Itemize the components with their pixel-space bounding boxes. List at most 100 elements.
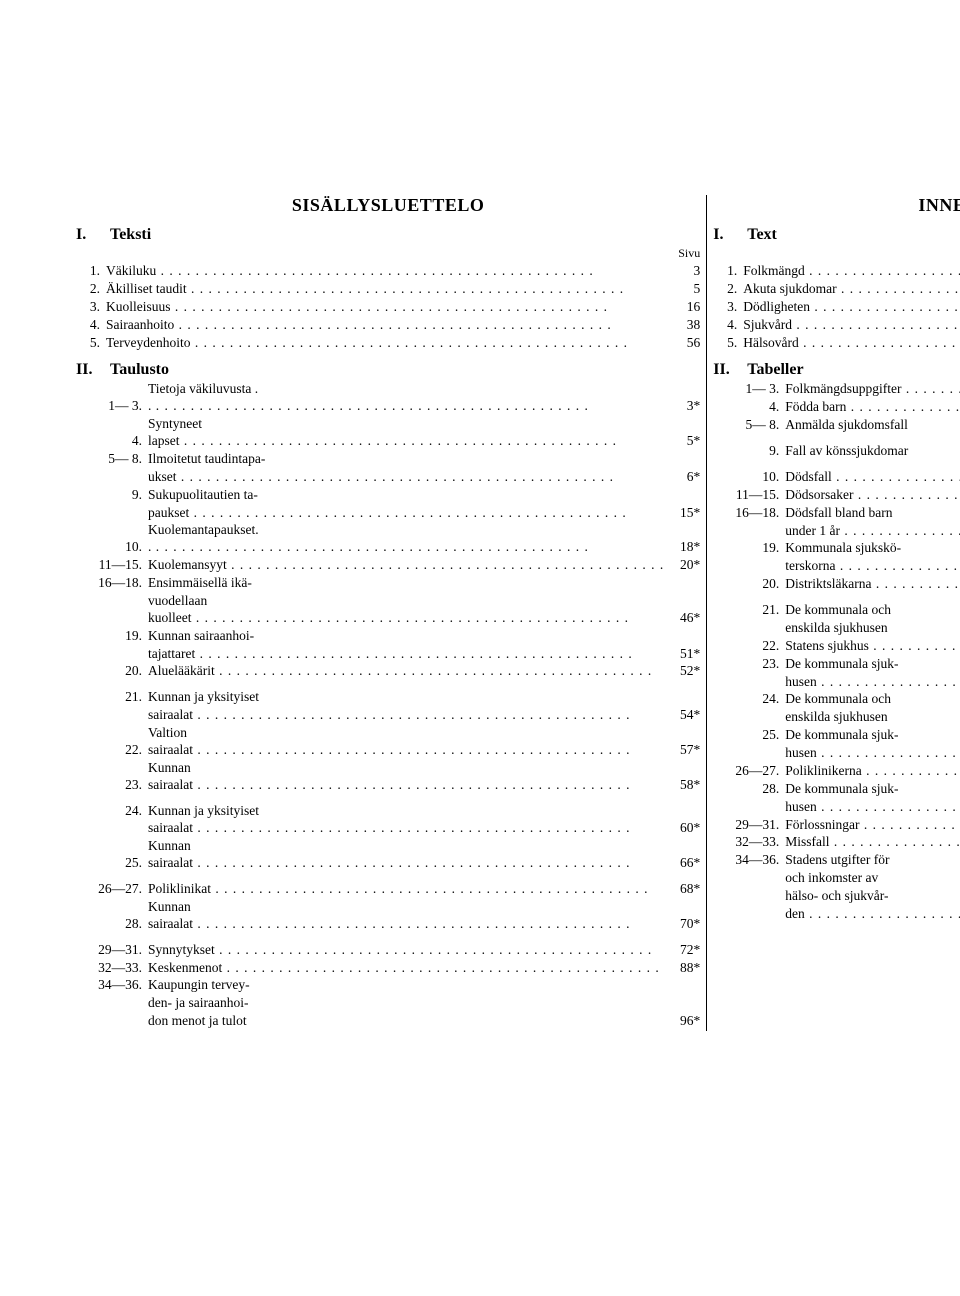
entry-page: 3: [664, 263, 700, 280]
entry-text: Ilmoitetut taudintapa-: [148, 451, 664, 468]
toc-entry: vuodellaan kuolleet46*: [76, 593, 700, 627]
toc-entry: 2.Akuta sjukdomar5: [713, 281, 960, 298]
toc-section: I.TextSida1.Folkmängd32.Akuta sjukdomar5…: [713, 226, 960, 351]
entry-page: 54*: [664, 707, 700, 724]
entry-text: enskilda sjukhusen: [785, 620, 960, 637]
toc-entry: 21.De kommunala och: [713, 602, 960, 619]
toc-entry: terskorna51*: [713, 558, 960, 575]
entry-index: 20.: [713, 576, 785, 593]
toc-entry: 25.Kunnan sairaalat66*: [76, 838, 700, 872]
entry-index: 34—36.: [76, 977, 148, 994]
toc-entry: 1— 3.Folkmängdsuppgifter3*: [713, 381, 960, 398]
entry-text: Missfall: [785, 834, 960, 851]
entry-index: 22.: [713, 638, 785, 655]
toc-page: SISÄLLYSLUETTELOI.TekstiSivu1.Väkiluku32…: [0, 0, 960, 1081]
spacer: [76, 795, 700, 803]
entry-text: De kommunala sjuk-: [785, 781, 960, 798]
entry-index: 9.: [76, 487, 148, 504]
toc-entry: tajattaret51*: [76, 646, 700, 663]
entry-index: 5.: [713, 335, 743, 352]
entry-index: 29—31.: [76, 942, 148, 959]
toc-entry: don menot ja tulot96*: [76, 1013, 700, 1030]
spacer: [713, 461, 960, 469]
toc-entry: 19.Kunnan sairaanhoi-: [76, 628, 700, 645]
section-heading: II.Tabeller: [713, 361, 960, 379]
entry-text: De kommunala sjuk-: [785, 727, 960, 744]
entry-index: 10.: [713, 469, 785, 486]
toc-entry: 4.Sairaanhoito38: [76, 317, 700, 334]
entry-index: 19.: [713, 540, 785, 557]
section-title: Teksti: [110, 226, 700, 244]
toc-entry: och inkomster av: [713, 870, 960, 887]
entry-index: 4.: [76, 317, 106, 334]
toc-entry: 29—31.Synnytykset72*: [76, 942, 700, 959]
entry-index: 26—27.: [76, 881, 148, 898]
column-title: SISÄLLYSLUETTELO: [76, 195, 700, 216]
entry-page: 96*: [664, 1013, 700, 1030]
toc-entry: 20.Aluelääkärit52*: [76, 663, 700, 680]
toc-entry: 22.Valtion sairaalat57*: [76, 725, 700, 759]
spacer: [76, 681, 700, 689]
entry-text: och inkomster av: [785, 870, 960, 887]
entry-text: De kommunala sjuk-: [785, 656, 960, 673]
entry-index: 16—18.: [76, 575, 148, 592]
section-number: I.: [713, 226, 747, 244]
toc-entry: 34—36.Stadens utgifter för: [713, 852, 960, 869]
toc-entry: sairaalat60*: [76, 820, 700, 837]
entry-index: 19.: [76, 628, 148, 645]
toc-entry: husen58*: [713, 674, 960, 691]
entry-text: don menot ja tulot: [148, 1013, 664, 1030]
toc-entry: 4.Syntyneet lapset5*: [76, 416, 700, 450]
toc-columns: SISÄLLYSLUETTELOI.TekstiSivu1.Väkiluku32…: [70, 195, 910, 1031]
entry-page: 68*: [664, 881, 700, 898]
toc-entry: 23.Kunnan sairaalat58*: [76, 760, 700, 794]
toc-entry: enskilda sjukhusen60*: [713, 709, 960, 726]
entry-text: De kommunala och: [785, 602, 960, 619]
toc-entry: 1— 3.Tietoja väkiluvusta . .3*: [76, 381, 700, 415]
toc-entry: 4.Födda barn5*: [713, 399, 960, 416]
entry-index: 28.: [713, 781, 785, 798]
entry-text: den- ja sairaanhoi-: [148, 995, 664, 1012]
toc-entry: 26—27.Poliklinikerna68*: [713, 763, 960, 780]
entry-index: 4.: [713, 317, 743, 334]
column-title: INNEHÅLLSFÖRTECKNING: [713, 195, 960, 216]
entry-text: Dödligheten: [743, 299, 960, 316]
page-label: Sida: [713, 246, 960, 261]
entry-index: 24.: [76, 803, 148, 820]
section-title: Tabeller: [747, 361, 960, 379]
toc-entry: paukset15*: [76, 505, 700, 522]
entry-index: 1— 3.: [76, 398, 148, 415]
entry-text: Kunnan ja yksityiset: [148, 803, 664, 820]
entry-page: 16: [664, 299, 700, 316]
entry-index: 23.: [713, 656, 785, 673]
entry-text: terskorna: [785, 558, 960, 575]
toc-entry: 10.Kuolemantapaukset. .18*: [76, 522, 700, 556]
entry-text: De kommunala och: [785, 691, 960, 708]
entry-text: Väkiluku: [106, 263, 664, 280]
entry-index: 28.: [76, 916, 148, 933]
toc-entry: 28.Kunnan sairaalat70*: [76, 899, 700, 933]
toc-entry: 20.Distriktsläkarna52*: [713, 576, 960, 593]
entry-text: Kuolemantapaukset. .: [148, 522, 664, 556]
entry-index: 34—36.: [713, 852, 785, 869]
spacer: [713, 435, 960, 443]
entry-text: tajattaret: [148, 646, 664, 663]
entry-index: 25.: [76, 855, 148, 872]
entry-text: husen: [785, 745, 960, 762]
entry-index: 1— 3.: [713, 381, 785, 398]
entry-page: 57*: [664, 742, 700, 759]
toc-entry: 4.Sjukvård38: [713, 317, 960, 334]
entry-index: 9.: [713, 443, 785, 460]
toc-entry: 23.De kommunala sjuk-: [713, 656, 960, 673]
entry-index: 3.: [713, 299, 743, 316]
toc-entry: 5— 8.Ilmoitetut taudintapa-: [76, 451, 700, 468]
entry-page: 18*: [664, 539, 700, 556]
entry-index: 4.: [713, 399, 785, 416]
toc-entry: 5— 8.Anmälda sjukdomsfall6*: [713, 417, 960, 434]
entry-text: Distriktsläkarna: [785, 576, 960, 593]
entry-page: 66*: [664, 855, 700, 872]
entry-index: 5— 8.: [76, 451, 148, 468]
section-number: II.: [713, 361, 747, 379]
toc-entry: 22.Statens sjukhus57*: [713, 638, 960, 655]
page-label: Sivu: [76, 246, 700, 261]
